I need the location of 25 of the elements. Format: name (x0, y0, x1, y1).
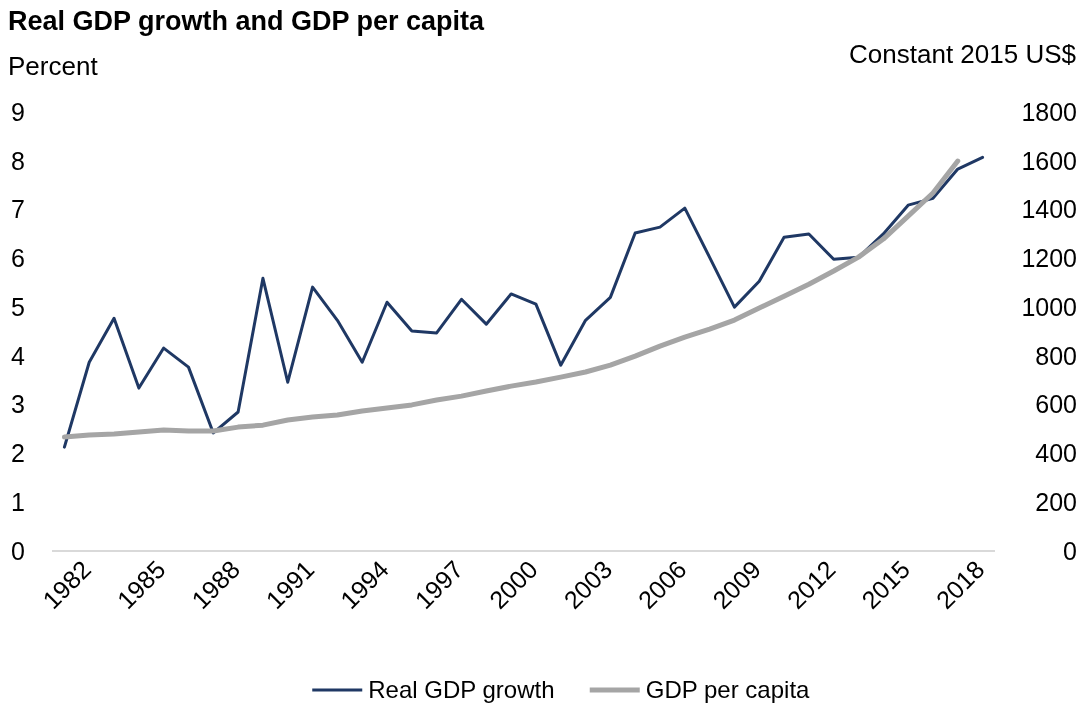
y-tick-label: 7 (11, 195, 25, 224)
y2-tick-label: 1400 (1021, 195, 1077, 224)
y2-axis-title: Constant 2015 US$ (849, 39, 1077, 69)
y2-tick-label: 800 (1035, 341, 1077, 370)
y2-tick-label: 0 (1063, 536, 1077, 565)
y-tick-label: 2 (11, 439, 25, 468)
y2-tick-label: 600 (1035, 390, 1077, 419)
y-tick-label: 5 (11, 292, 25, 321)
y-axis-title: Percent (8, 51, 99, 81)
legend-label: GDP per capita (645, 676, 811, 704)
y2-tick-label: 400 (1035, 439, 1077, 468)
y-tick-label: 6 (11, 244, 25, 273)
y-tick-label: 9 (11, 97, 25, 126)
y2-tick-label: 1600 (1021, 146, 1077, 175)
y2-tick-label: 200 (1035, 487, 1077, 516)
y2-tick-label: 1800 (1021, 97, 1077, 126)
y-tick-label: 4 (11, 341, 26, 370)
y2-tick-label: 1000 (1021, 292, 1077, 321)
y-tick-label: 0 (11, 536, 25, 565)
chart-title: Real GDP growth and GDP per capita (8, 6, 486, 36)
y2-tick-label: 1200 (1021, 244, 1077, 273)
legend-label: Real GDP growth (368, 676, 555, 704)
y-tick-label: 8 (11, 146, 25, 175)
y-tick-label: 1 (11, 487, 25, 516)
y-tick-label: 3 (11, 390, 25, 419)
